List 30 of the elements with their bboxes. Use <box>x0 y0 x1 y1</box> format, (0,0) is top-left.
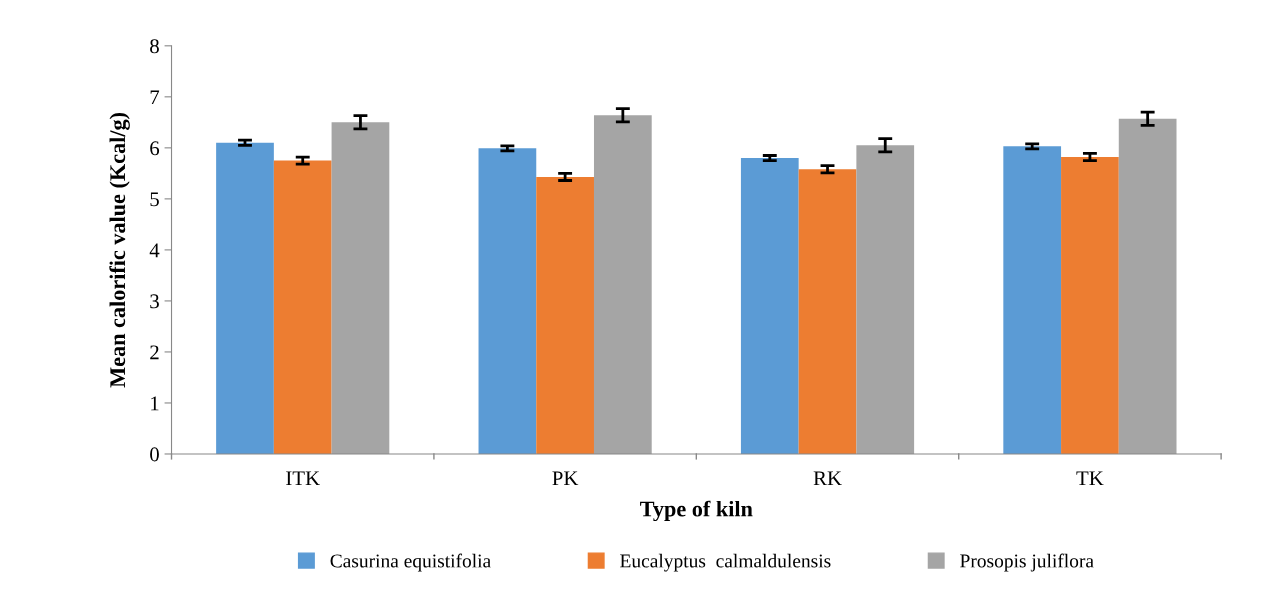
y-tick-label: 7 <box>150 90 160 105</box>
legend-label: Prosopis juliflora <box>960 553 1094 572</box>
y-tick-label: 8 <box>150 39 159 54</box>
y-tick-label: 6 <box>150 141 160 156</box>
x-tick-label: ITK <box>286 471 320 486</box>
bar <box>478 148 537 454</box>
bar <box>1118 118 1177 454</box>
y-tick-label: 1 <box>151 396 159 411</box>
bar <box>1061 157 1119 454</box>
y-tick-label: 4 <box>149 243 160 258</box>
bar <box>740 158 799 454</box>
x-axis-title: Type of kiln <box>640 500 753 522</box>
bar <box>798 169 857 454</box>
x-tick-label: PK <box>552 471 579 486</box>
bar <box>536 176 594 454</box>
y-tick-label: 0 <box>150 447 159 462</box>
legend-label: Casurina equistifolia <box>330 553 491 572</box>
bar <box>1003 146 1062 454</box>
bar <box>331 122 390 454</box>
y-tick-label: 5 <box>150 192 159 207</box>
bar <box>216 142 274 454</box>
y-tick-label: 2 <box>150 345 159 360</box>
bar <box>593 115 652 454</box>
bar <box>273 160 332 454</box>
legend-label: Eucalyptus calmaldulensis <box>620 553 831 572</box>
bar <box>856 145 915 454</box>
x-tick-label: RK <box>813 471 842 486</box>
y-axis-title: Mean calorific value (Kcal/g) <box>109 112 130 388</box>
y-tick-label: 3 <box>150 294 159 309</box>
x-tick-label: TK <box>1076 471 1104 486</box>
